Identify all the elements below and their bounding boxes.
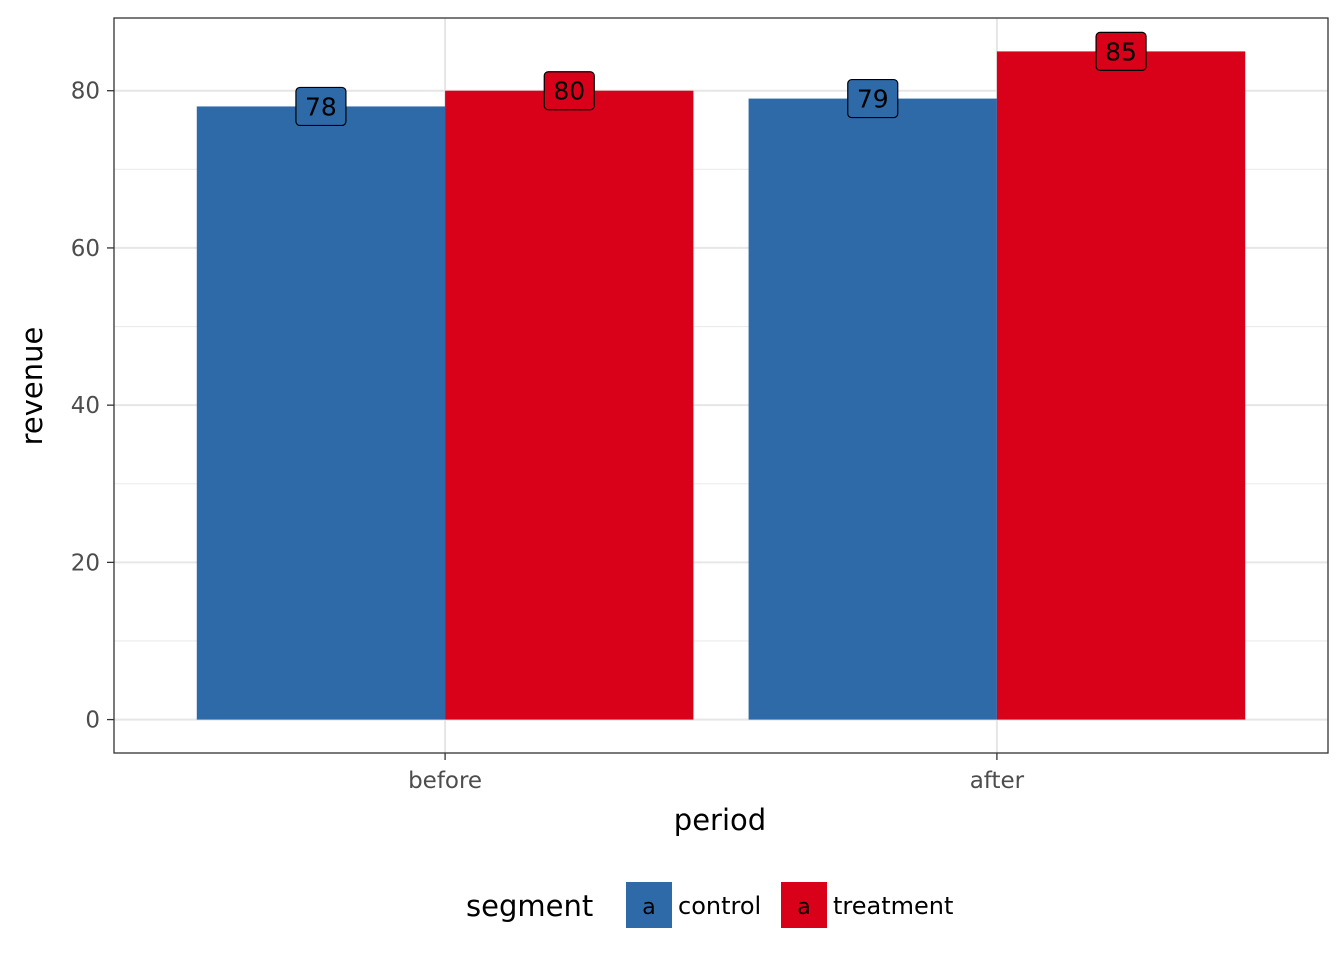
y-tick-label: 20 — [71, 550, 100, 576]
x-tick-label: after — [970, 768, 1025, 794]
data-label: 78 — [305, 92, 337, 121]
x-tick-label: before — [408, 768, 482, 794]
data-label: 85 — [1105, 37, 1137, 66]
legend-key-glyph: a — [797, 895, 810, 920]
data-labels: 78 80 79 85 — [295, 31, 1147, 127]
bar-treatment-after — [996, 51, 1246, 720]
y-tick-label: 80 — [71, 79, 100, 105]
bars — [196, 51, 1246, 720]
legend-key-control — [626, 882, 672, 928]
x-axis-title: period — [674, 803, 766, 837]
legend-title: segment — [466, 889, 593, 923]
legend: segment a control a treatment — [466, 882, 953, 928]
legend-label-control: control — [678, 892, 761, 920]
legend-key-glyph: a — [642, 895, 655, 920]
x-axis: before after — [408, 753, 1025, 794]
y-tick-label: 60 — [71, 236, 100, 262]
panel-border — [113, 17, 1329, 754]
bar-treatment-before — [445, 90, 694, 720]
y-tick-label: 0 — [85, 708, 100, 734]
y-axis-title: revenue — [15, 327, 49, 446]
data-label-box — [847, 78, 899, 119]
data-label-box — [543, 71, 595, 111]
data-label-box — [295, 86, 347, 127]
data-label: 80 — [553, 77, 585, 106]
y-tick-label: 40 — [71, 393, 100, 419]
data-label-box — [1095, 31, 1147, 72]
bar-control-before — [196, 106, 446, 720]
legend-key-treatment — [781, 882, 827, 928]
legend-label-treatment: treatment — [833, 892, 953, 920]
data-label: 79 — [857, 85, 889, 114]
y-axis: 0 20 40 60 80 — [71, 79, 114, 734]
bar-control-after — [748, 98, 997, 720]
